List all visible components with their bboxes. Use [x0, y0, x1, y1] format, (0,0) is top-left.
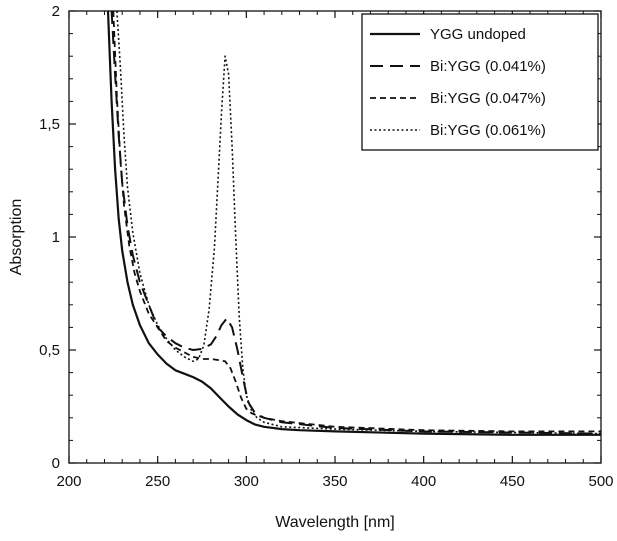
y-tick-label: 1 [52, 229, 60, 246]
series-line-3 [112, 11, 601, 433]
y-tick-label: 1,5 [39, 116, 60, 133]
y-tick-label: 2 [52, 3, 60, 20]
x-tick-label: 500 [588, 473, 613, 490]
legend-label-3: Bi:YGG (0.047%) [430, 90, 546, 107]
y-axis-title: Absorption [8, 199, 25, 276]
x-tick-label: 200 [56, 473, 81, 490]
y-tick-label: 0,5 [39, 342, 60, 359]
series-line-1 [106, 11, 601, 436]
legend-label-4: Bi:YGG (0.061%) [430, 122, 546, 139]
legend-label-1: YGG undoped [430, 26, 526, 43]
x-tick-label: 450 [500, 473, 525, 490]
x-axis-title: Wavelength [nm] [275, 514, 394, 531]
x-tick-label: 300 [234, 473, 259, 490]
tick-labels: 200 250 300 350 400 450 500 0 0,5 1 1,5 2 [39, 3, 613, 490]
plot-frame [68, 10, 602, 464]
series-layer [106, 11, 601, 436]
legend-label-2: Bi:YGG (0.041%) [430, 58, 546, 75]
x-tick-label: 350 [322, 473, 347, 490]
legend-box [361, 13, 599, 151]
x-tick-label: 400 [411, 473, 436, 490]
legend: YGG undoped Bi:YGG (0.041%) Bi:YGG (0.047%… [361, 13, 599, 151]
x-tick-label: 250 [145, 473, 170, 490]
y-tick-label: 0 [52, 455, 60, 472]
